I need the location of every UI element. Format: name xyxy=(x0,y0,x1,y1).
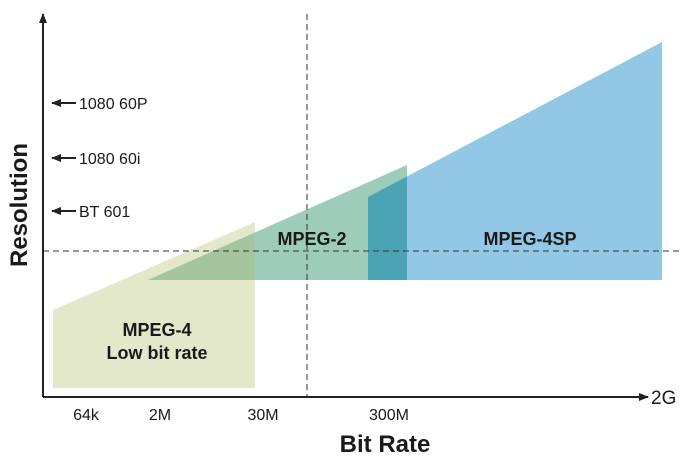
mpeg4-low-label-line2: Low bit rate xyxy=(106,343,207,363)
mpeg4-low-label-line1: MPEG-4 xyxy=(122,320,191,340)
x-tick-2m: 2M xyxy=(149,407,171,424)
x-tick-64k: 64k xyxy=(73,407,100,424)
mpeg2-region xyxy=(148,165,407,280)
mpeg4low-mpeg2-overlap xyxy=(148,232,255,280)
resolution-label-1080-60p: 1080 60P xyxy=(79,96,148,113)
x-axis-end-label: 2G xyxy=(651,388,676,409)
x-tick-300m: 300M xyxy=(369,407,409,424)
mpeg4sp-label: MPEG-4SP xyxy=(483,229,576,249)
x-tick-30m: 30M xyxy=(247,407,278,424)
y-axis-title: Resolution xyxy=(6,143,33,267)
mpeg2-mpeg4sp-overlap xyxy=(368,176,407,280)
resolution-label-1080-60i: 1080 60i xyxy=(79,151,140,168)
mpeg4sp-region xyxy=(368,42,662,280)
mpeg2-label: MPEG-2 xyxy=(277,229,346,249)
x-axis-title: Bit Rate xyxy=(340,431,431,457)
resolution-label-bt601: BT 601 xyxy=(79,204,130,221)
